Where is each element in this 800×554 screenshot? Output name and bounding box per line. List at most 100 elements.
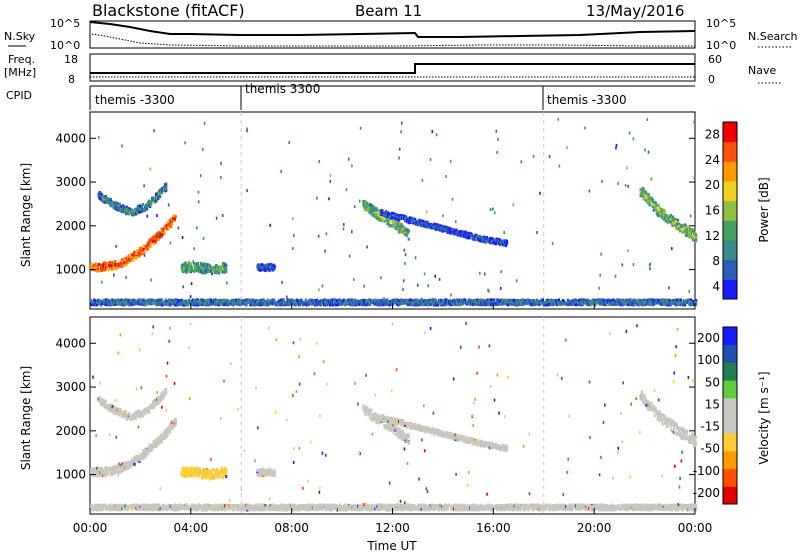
power-scatter-mark: [148, 241, 151, 245]
power-scatter-mark: [601, 298, 604, 302]
velocity-scatter-mark: [148, 409, 151, 413]
power-scatter-mark: [675, 225, 678, 229]
power-scatter-mark: [146, 207, 149, 211]
power-noise-mark: [429, 158, 432, 161]
velocity-scatter-mark: [109, 466, 112, 470]
power-noise-mark: [292, 247, 294, 251]
power-scatter-mark: [152, 199, 155, 203]
power-noise-mark: [600, 252, 602, 256]
power-scatter-mark: [632, 303, 635, 306]
power-scatter-mark: [670, 302, 673, 305]
velocity-scatter-mark: [111, 405, 114, 409]
power-noise-mark: [438, 277, 441, 281]
power-scatter-mark: [151, 298, 154, 302]
power-noise-mark: [281, 280, 283, 284]
power-scatter-mark: [461, 298, 464, 302]
power-noise-mark: [557, 117, 560, 121]
power-scatter-mark: [486, 298, 489, 302]
power-scatter-mark: [120, 298, 123, 302]
power-noise-mark: [688, 289, 691, 293]
power-scatter-mark: [452, 227, 455, 231]
power-scatter-mark: [687, 298, 691, 302]
power-scatter-mark: [224, 299, 227, 303]
power-noise-mark: [487, 288, 489, 292]
power-scatter-mark: [119, 260, 122, 263]
power-scatter-mark: [146, 204, 149, 208]
velocity-scatter-mark: [124, 410, 127, 414]
power-scatter-mark: [576, 302, 579, 306]
power-scatter-mark: [141, 203, 145, 206]
power-scatter-mark: [662, 213, 665, 216]
power-scatter-mark: [603, 298, 606, 302]
freq-tick-low: 8: [68, 73, 75, 86]
velocity-scatter-mark: [140, 455, 143, 459]
power-noise-mark: [318, 288, 320, 292]
power-scatter-mark: [225, 267, 228, 271]
power-noise-mark: [113, 273, 115, 277]
power-scatter-mark: [126, 257, 129, 261]
power-noise-mark: [535, 299, 538, 303]
velocity-scatter-mark: [119, 408, 122, 412]
power-scatter-mark: [377, 209, 380, 213]
velocity-scatter-mark: [97, 468, 100, 471]
power-scatter-mark: [225, 269, 228, 273]
power-scatter-mark: [645, 196, 648, 200]
power-noise-mark: [649, 267, 651, 271]
power-scatter-mark: [695, 238, 698, 242]
power-scatter-mark: [562, 299, 566, 303]
power-noise-mark: [539, 191, 541, 195]
power-scatter-mark: [200, 265, 204, 269]
velocity-plot-frame: [89, 316, 696, 515]
power-ytick-label: 1000: [55, 263, 86, 277]
power-noise-mark: [566, 146, 568, 150]
power-scatter-mark: [473, 302, 476, 306]
power-noise-mark: [192, 260, 194, 264]
power-scatter-mark: [464, 232, 467, 236]
power-noise-mark: [143, 253, 146, 257]
power-scatter-mark: [179, 301, 182, 305]
power-scatter-mark: [668, 299, 671, 303]
nave-tick-high: 60: [708, 53, 722, 66]
velocity-scatter-mark: [183, 469, 186, 472]
power-scatter-mark: [388, 212, 391, 216]
nsky-label: N.Sky: [4, 30, 36, 43]
power-scatter-mark: [455, 228, 458, 232]
power-noise-mark: [689, 214, 692, 218]
velocity-scatter-mark: [155, 437, 158, 441]
power-scatter-mark: [286, 298, 289, 302]
power-scatter-mark: [174, 215, 177, 219]
power-scatter-mark: [667, 218, 670, 222]
power-scatter-mark: [367, 207, 370, 211]
power-noise-mark: [353, 205, 356, 209]
power-scatter-mark: [695, 233, 698, 237]
power-scatter-mark: [407, 300, 410, 304]
power-scatter-mark: [581, 298, 584, 302]
power-scatter-mark: [205, 299, 208, 303]
velocity-scatter-mark: [185, 470, 188, 474]
velocity-scatter-mark: [165, 390, 168, 394]
power-scatter-mark: [360, 301, 363, 305]
power-noise-mark: [345, 188, 348, 192]
power-noise-mark: [149, 167, 152, 171]
velocity-scatter-mark: [127, 460, 130, 464]
power-scatter-mark: [206, 303, 209, 307]
power-scatter-mark: [363, 205, 366, 209]
velocity-scatter-mark: [130, 464, 133, 468]
velocity-scatter-mark: [120, 467, 123, 470]
power-scatter-mark: [405, 215, 408, 219]
power-noise-mark: [146, 214, 149, 218]
power-scatter-mark: [114, 202, 117, 206]
power-colorbar-segment: [723, 279, 737, 300]
power-noise-mark: [626, 166, 628, 170]
power-ytick-label: 3000: [55, 175, 86, 189]
power-noise-mark: [363, 284, 365, 288]
power-noise-mark: [317, 234, 320, 238]
power-scatter-mark: [440, 303, 444, 307]
power-scatter-mark: [673, 223, 676, 227]
power-noise-mark: [196, 226, 198, 230]
power-scatter-mark: [106, 197, 109, 201]
power-noise-mark: [189, 295, 192, 299]
power-scatter-mark: [202, 262, 206, 266]
